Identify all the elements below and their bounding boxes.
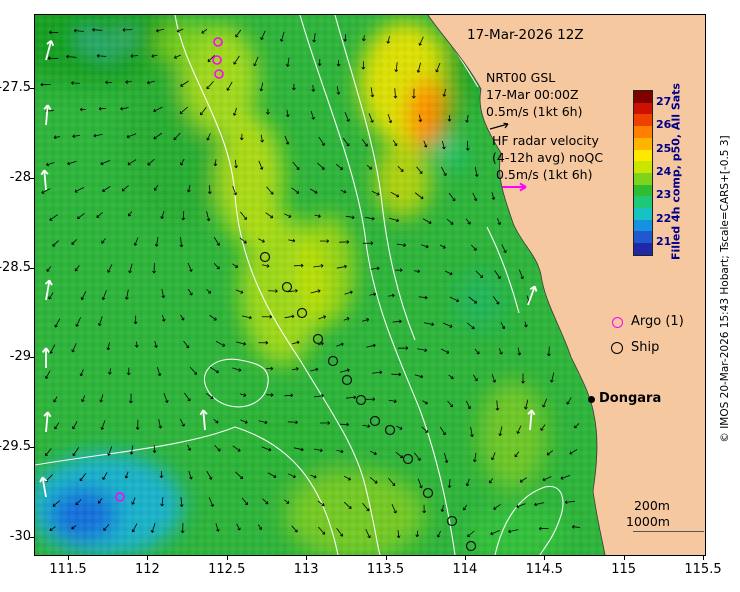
y-axis-tick: [30, 177, 34, 179]
ship-marker: [422, 487, 434, 499]
nrt-label-line2: 17-Mar 00:00Z: [486, 87, 579, 102]
x-axis-tick-label: 115: [611, 562, 637, 577]
x-axis-tick-label: 114: [452, 562, 478, 577]
hf-reference-arrow-icon: [502, 182, 527, 192]
y-axis-tick-label: -28.5: [0, 259, 31, 275]
x-axis-tick-label: 113.5: [366, 562, 405, 577]
x-axis-tick-label: 113: [293, 562, 319, 577]
depth-legend-divider: [633, 531, 704, 532]
x-axis-tick-label: 112.5: [208, 562, 246, 577]
ship-marker: [327, 355, 339, 367]
velocity-vector-field: [40, 27, 580, 539]
colorbar-segment: [634, 137, 652, 150]
x-axis-tick: [306, 556, 308, 560]
y-axis-tick-label: -29: [9, 349, 31, 365]
colorbar-segment: [634, 196, 652, 209]
colorbar-tick-label: 25: [656, 141, 672, 155]
colorbar-segment: [634, 161, 652, 173]
ship-marker: [312, 333, 324, 345]
y-axis-tick-label: -30: [9, 529, 31, 544]
ship-legend-label: Ship: [631, 340, 660, 355]
colorbar-segment: [634, 114, 652, 127]
ship-marker: [384, 424, 396, 436]
ship-marker: [259, 251, 271, 263]
colorbar-tick-label: 26: [656, 118, 672, 132]
hf-label-line1: HF radar velocity: [492, 133, 599, 148]
colorbar-segment: [634, 243, 652, 255]
y-axis-tick: [30, 447, 34, 449]
x-axis-tick-label: 115.5: [684, 562, 722, 577]
colorbar-tick-label: 24: [656, 165, 672, 178]
copyright-label: © IMOS 20-Mar-2026 15:43 Hobart; Tscale=…: [719, 135, 731, 443]
x-axis-tick-label: 114.5: [525, 562, 563, 577]
observation-markers: [115, 37, 477, 552]
ship-marker: [355, 394, 367, 406]
x-axis-tick: [623, 556, 625, 560]
x-axis-tick: [147, 556, 149, 560]
nrt-label-line1: NRT00 GSL: [486, 70, 556, 85]
nrt-reference-arrow-icon: [489, 122, 509, 130]
hf-radar-arrows: [39, 39, 538, 498]
x-axis-tick: [703, 556, 704, 560]
map-datetime-label: 17-Mar-2026 12Z: [467, 27, 584, 43]
colorbar-tick-label: 27: [656, 94, 672, 108]
argo-marker: [115, 492, 125, 502]
y-axis-tick-label: -28: [9, 169, 31, 185]
dongara-marker: [588, 396, 595, 403]
depth-label-200m: 200m: [633, 498, 670, 513]
x-axis-tick: [544, 556, 546, 560]
colorbar-tick-label: 22: [656, 211, 672, 225]
colorbar-segment: [634, 231, 652, 244]
colorbar-label: Filled 4h comp, p50, All Sats: [669, 83, 683, 260]
colorbar-tick-label: 23: [656, 188, 672, 202]
x-axis-tick: [226, 556, 228, 560]
dongara-label: Dongara: [599, 391, 662, 406]
ship-legend-icon: [611, 342, 623, 354]
colorbar-tick-label: 21: [656, 235, 672, 249]
argo-marker: [212, 55, 222, 65]
ship-marker: [402, 453, 414, 465]
ocean-map: [35, 15, 705, 555]
colorbar-segment: [634, 102, 652, 115]
y-axis-tick: [30, 537, 34, 538]
x-axis-tick-label: 111.5: [49, 562, 87, 577]
ship-marker: [296, 307, 308, 319]
argo-legend-icon: [612, 317, 623, 328]
coastline: [427, 15, 606, 555]
ship-marker: [446, 515, 458, 527]
colorbar-segment: [634, 91, 652, 103]
x-axis-tick: [385, 556, 387, 560]
x-axis-tick: [464, 556, 466, 560]
hf-label-line2: (4-12h avg) noQC: [492, 150, 604, 165]
y-axis-tick: [30, 357, 34, 359]
ship-marker: [369, 415, 381, 427]
colorbar-segment: [634, 219, 652, 232]
argo-marker: [214, 69, 224, 79]
colorbar: [633, 90, 653, 256]
colorbar-segment: [634, 149, 652, 162]
depth-label-1000m: 1000m: [626, 514, 670, 529]
x-axis-tick-label: 112: [134, 562, 160, 577]
y-axis-tick: [30, 267, 34, 269]
map-plot: [34, 14, 706, 556]
hf-label-line3: 0.5m/s (1kt 6h): [496, 167, 593, 182]
colorbar-segment: [634, 208, 652, 220]
y-axis-tick-label: -29.5: [0, 439, 31, 455]
ship-marker: [281, 281, 293, 293]
argo-marker: [213, 37, 223, 47]
ship-marker: [341, 374, 353, 386]
argo-legend-label: Argo (1): [631, 314, 684, 329]
x-axis-tick: [68, 556, 69, 560]
bathymetry-contours: [35, 15, 564, 555]
nrt-label-line3: 0.5m/s (1kt 6h): [486, 104, 583, 119]
y-axis-tick: [30, 88, 34, 89]
colorbar-segment: [634, 126, 652, 138]
ship-marker: [465, 540, 477, 552]
colorbar-segment: [634, 172, 652, 185]
colorbar-segment: [634, 184, 652, 197]
y-axis-tick-label: -27.5: [0, 80, 31, 95]
